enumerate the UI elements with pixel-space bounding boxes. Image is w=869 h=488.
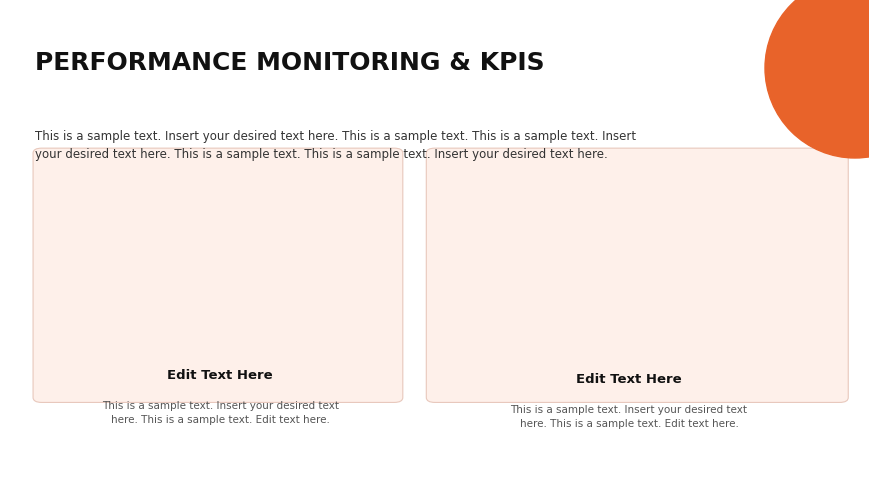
Bar — [655, 252, 685, 348]
Text: Edit Text Here: Edit Text Here — [167, 368, 273, 382]
Bar — [714, 252, 744, 316]
Text: Edit Text Here: Edit Text Here — [575, 372, 681, 386]
Bar — [480, 316, 509, 359]
Bar — [714, 316, 744, 359]
Bar — [773, 177, 802, 284]
Bar — [773, 284, 802, 359]
Text: This is a sample text. Insert your desired text
here. This is a sample text. Edi: This is a sample text. Insert your desir… — [510, 404, 746, 428]
Bar — [655, 348, 685, 359]
Circle shape — [764, 0, 869, 159]
Bar — [538, 198, 567, 326]
Bar — [597, 263, 627, 294]
Text: This is a sample text. Insert your desired text
here. This is a sample text. Edi: This is a sample text. Insert your desir… — [102, 400, 338, 424]
Bar — [538, 326, 567, 359]
Bar — [480, 284, 509, 316]
Text: This is a sample text. Insert your desired text here. This is a sample text. Thi: This is a sample text. Insert your desir… — [35, 129, 635, 160]
Bar — [597, 294, 627, 359]
Text: PERFORMANCE MONITORING & KPIS: PERFORMANCE MONITORING & KPIS — [35, 51, 544, 75]
